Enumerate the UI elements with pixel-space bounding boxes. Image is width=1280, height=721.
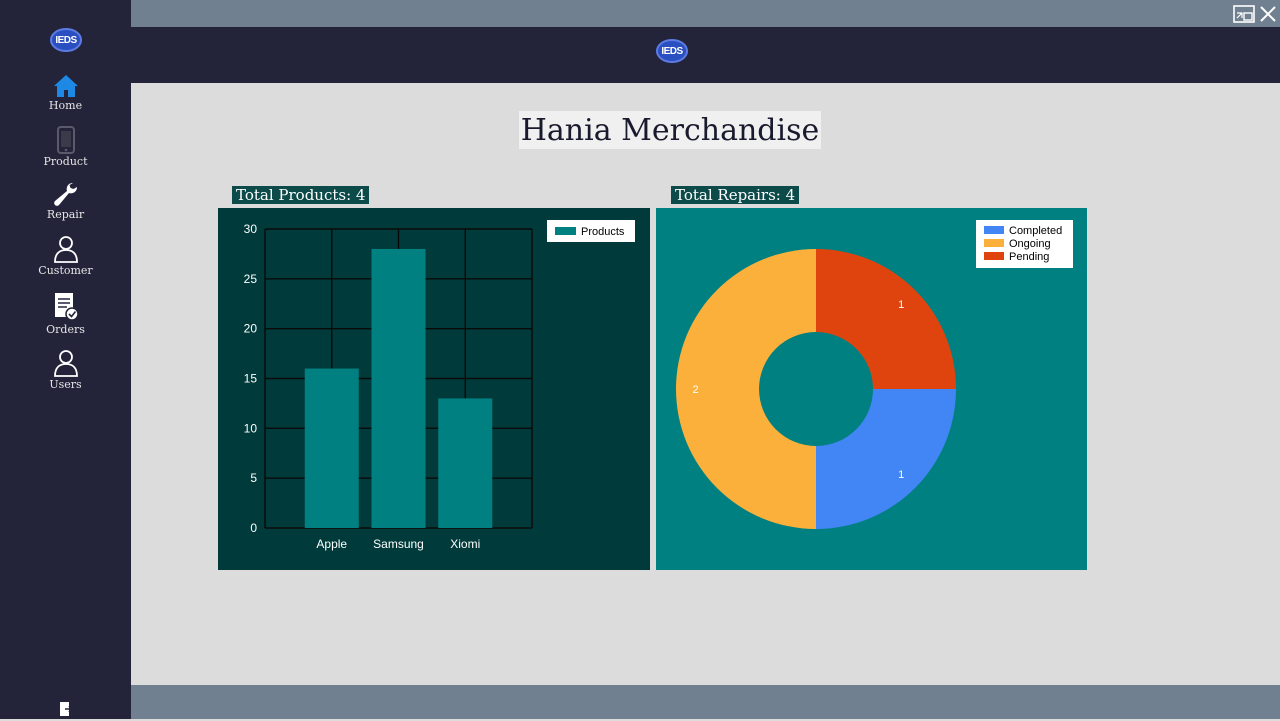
- wrench-icon: [53, 182, 77, 206]
- phone-icon: [56, 126, 75, 154]
- y-tick-label: 15: [244, 372, 258, 386]
- x-tick-label: Xiomi: [450, 537, 480, 551]
- slice-value-label: 1: [898, 299, 904, 311]
- legend-swatch: [984, 252, 1004, 260]
- sidebar-item-label: Product: [43, 155, 88, 168]
- sidebar-item-users[interactable]: Users: [0, 349, 131, 391]
- home-icon: [53, 75, 78, 97]
- slice-value-label: 2: [692, 384, 698, 396]
- slice-ongoing: [676, 249, 816, 529]
- slice-value-label: 1: [898, 469, 904, 481]
- logout-button[interactable]: [59, 701, 74, 721]
- repairs-chart-panel: 1 2 1 Completed Ongoing Pending: [656, 208, 1087, 570]
- sidebar-item-home[interactable]: Home: [0, 74, 131, 112]
- person-icon: [53, 236, 78, 263]
- total-repairs-label: Total Repairs: 4: [671, 186, 800, 204]
- restore-icon: [1233, 4, 1255, 23]
- products-chart-panel: 0 5 10 15 20 25 30 Apple Samsung Xiomi Products: [218, 208, 650, 570]
- y-tick-label: 0: [250, 521, 257, 535]
- sidebar-item-orders[interactable]: Orders: [0, 292, 131, 336]
- x-tick-label: Samsung: [373, 537, 424, 551]
- page-title: Hania Merchandise: [519, 111, 821, 149]
- legend-swatch: [984, 239, 1004, 247]
- logout-icon: [60, 702, 74, 716]
- sidebar-item-product[interactable]: Product: [0, 126, 131, 168]
- legend-label: Completed: [1009, 225, 1062, 237]
- sidebar: IEDS Home Product Repair Customer: [0, 0, 131, 719]
- footer: [131, 685, 1280, 719]
- slice-pending: [816, 249, 956, 389]
- sidebar-item-label: Repair: [46, 208, 85, 221]
- person-icon: [53, 350, 78, 377]
- y-tick-label: 10: [244, 421, 258, 435]
- legend-box: [547, 220, 635, 242]
- bar-xiomi: [438, 398, 493, 528]
- bar-samsung: [371, 248, 426, 528]
- sidebar-item-label: Users: [49, 378, 82, 391]
- y-tick-label: 20: [244, 322, 258, 336]
- slice-completed: [816, 389, 956, 529]
- clipboard-check-icon: [54, 293, 79, 321]
- products-bar-chart: 0 5 10 15 20 25 30 Apple Samsung Xiomi Products: [244, 220, 635, 551]
- restore-button[interactable]: [1232, 0, 1256, 27]
- sidebar-item-repair[interactable]: Repair: [0, 181, 131, 221]
- bar-apple: [304, 368, 359, 528]
- total-products-label: Total Products: 4: [232, 186, 370, 204]
- y-tick-label: 25: [244, 272, 258, 286]
- close-icon: [1260, 5, 1276, 22]
- legend-swatch: [984, 226, 1004, 234]
- header-logo: IEDS: [656, 39, 688, 63]
- sidebar-item-label: Customer: [38, 264, 93, 277]
- legend-label: Pending: [1009, 251, 1049, 263]
- y-tick-label: 30: [244, 222, 258, 236]
- legend-label: Ongoing: [1009, 238, 1051, 250]
- legend-label: Products: [581, 226, 625, 238]
- legend-swatch: [555, 227, 576, 235]
- sidebar-item-label: Orders: [46, 323, 85, 336]
- y-tick-label: 5: [250, 471, 257, 485]
- title-bar: [131, 0, 1280, 27]
- x-tick-label: Apple: [316, 537, 347, 551]
- close-button[interactable]: [1256, 0, 1280, 27]
- sidebar-logo: IEDS: [50, 28, 82, 52]
- sidebar-item-label: Home: [48, 99, 83, 112]
- sidebar-item-customer[interactable]: Customer: [0, 235, 131, 277]
- header: IEDS: [131, 27, 1280, 83]
